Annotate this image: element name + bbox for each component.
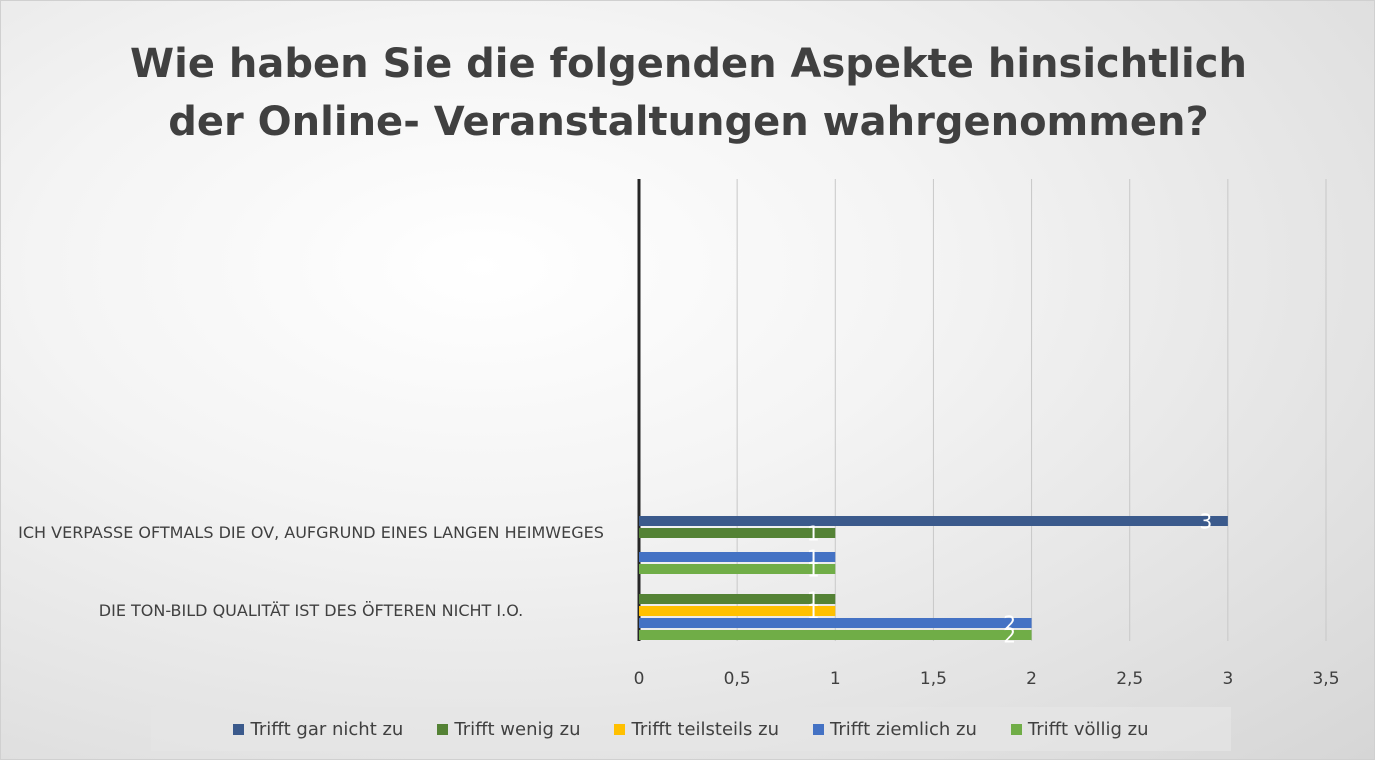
data-label: 2 bbox=[1003, 624, 1016, 648]
x-tick-label: 1,5 bbox=[920, 669, 947, 689]
legend-item: Trifft wenig zu bbox=[437, 719, 580, 740]
legend-label: Trifft ziemlich zu bbox=[830, 718, 977, 740]
x-tick-label: 2 bbox=[1026, 669, 1037, 689]
legend-label: Trifft wenig zu bbox=[454, 718, 581, 740]
legend-label: Trifft gar nicht zu bbox=[250, 718, 404, 740]
legend-swatch bbox=[614, 723, 626, 735]
bar bbox=[639, 618, 1032, 628]
data-label: 1 bbox=[807, 522, 820, 546]
x-tick-label: 3,5 bbox=[1312, 669, 1339, 689]
data-label: 2 bbox=[1003, 612, 1016, 636]
chart-title: Wie haben Sie die folgenden Aspekte hins… bbox=[130, 41, 1247, 145]
data-label: 3 bbox=[1199, 510, 1212, 534]
legend-swatch bbox=[1010, 723, 1022, 735]
legend-item: Trifft ziemlich zu bbox=[813, 719, 977, 740]
legend-item: Trifft teilsteils zu bbox=[614, 719, 779, 740]
x-tick-label: 0 bbox=[634, 669, 645, 689]
bar bbox=[639, 564, 836, 574]
legend-swatch bbox=[233, 723, 245, 735]
x-tick-label: 1 bbox=[830, 669, 841, 689]
legend-swatch bbox=[813, 723, 825, 735]
x-tick-label: 3 bbox=[1222, 669, 1233, 689]
data-label: 1 bbox=[807, 546, 820, 570]
legend-swatch bbox=[437, 723, 449, 735]
legend-item: Trifft gar nicht zu bbox=[233, 719, 403, 740]
bar bbox=[639, 630, 1032, 640]
bar bbox=[639, 594, 836, 604]
category-label: DIE TON-BILD QUALITÄT IST DES ÖFTEREN NI… bbox=[98, 601, 524, 620]
legend-label: Trifft teilsteils zu bbox=[631, 718, 780, 740]
x-tick-label: 0,5 bbox=[724, 669, 751, 689]
x-tick-label: 2,5 bbox=[1116, 669, 1143, 689]
data-label: 1 bbox=[807, 558, 820, 582]
legend: Trifft gar nicht zu Trifft wenig zu Trifft… bbox=[151, 707, 1231, 751]
bar bbox=[639, 606, 836, 616]
legend-label: Trifft völlig zu bbox=[1027, 718, 1149, 740]
bar bbox=[639, 516, 1228, 526]
legend-item: Trifft völlig zu bbox=[1010, 718, 1149, 740]
data-label: 1 bbox=[807, 600, 820, 624]
bar bbox=[639, 528, 836, 538]
bar bbox=[639, 552, 836, 562]
category-label: ICH VERPASSE OFTMALS DIE OV, AUFGRUND EI… bbox=[18, 523, 604, 542]
data-label: 1 bbox=[807, 588, 820, 612]
